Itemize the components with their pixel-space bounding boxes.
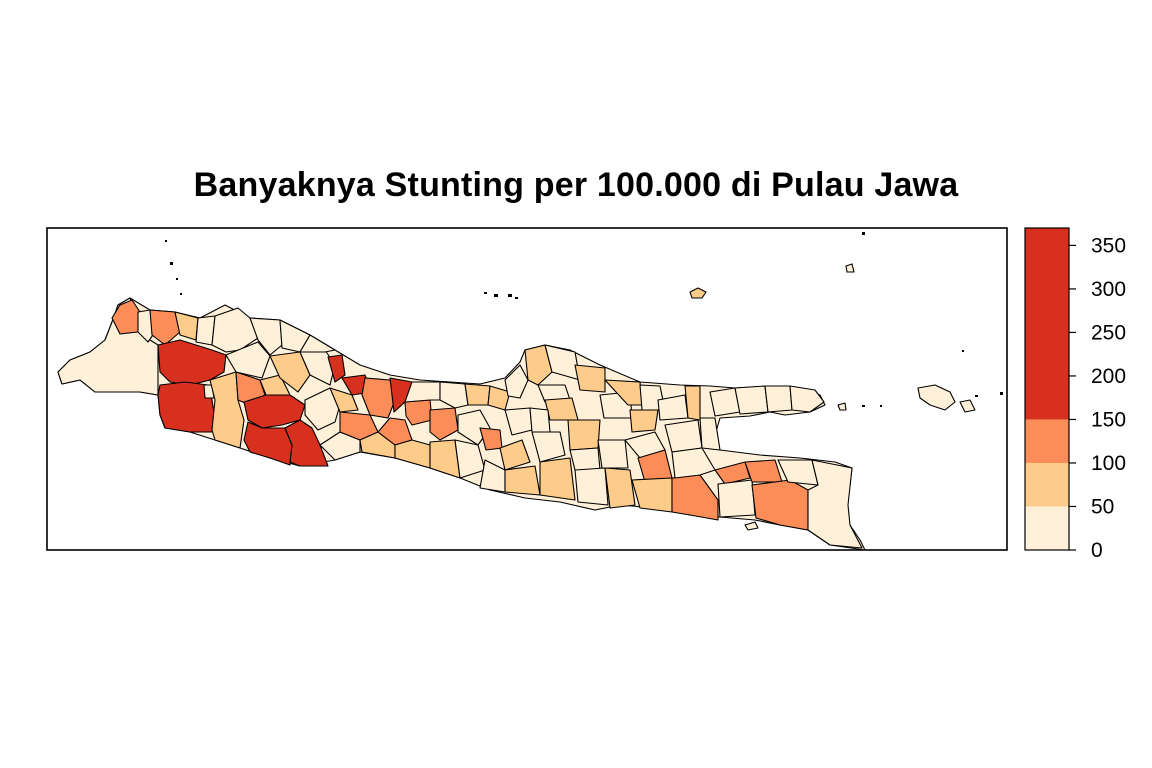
map-frame — [46, 227, 1008, 551]
region — [531, 431, 566, 463]
legend-tick-label: 200 — [1091, 365, 1126, 388]
region — [807, 459, 863, 549]
region — [269, 351, 311, 393]
region — [249, 317, 283, 356]
java-map — [57, 263, 976, 551]
region — [671, 447, 716, 479]
region — [539, 457, 576, 501]
region — [157, 381, 216, 433]
region — [157, 339, 227, 386]
map-title: Banyaknya Stunting per 100.000 di Pulau … — [193, 166, 959, 204]
region — [243, 421, 293, 466]
region — [544, 397, 579, 421]
region — [504, 465, 541, 496]
region — [569, 447, 601, 471]
island — [837, 402, 847, 411]
region — [751, 479, 809, 531]
region — [604, 467, 636, 509]
region — [404, 381, 441, 403]
legend-tick-label: 350 — [1091, 234, 1126, 257]
region — [734, 385, 769, 415]
island — [689, 287, 707, 299]
region — [429, 407, 459, 441]
region — [574, 364, 606, 393]
legend-tick-label: 300 — [1091, 278, 1126, 301]
region — [597, 439, 629, 469]
region — [714, 461, 751, 485]
island — [845, 263, 855, 273]
region — [284, 419, 329, 467]
region — [574, 467, 609, 506]
small-islands — [165, 232, 1003, 407]
region — [567, 419, 601, 451]
region — [225, 341, 271, 379]
region — [684, 385, 701, 421]
region — [504, 364, 529, 399]
region — [377, 417, 413, 446]
region — [329, 387, 359, 413]
region — [319, 431, 361, 461]
region — [327, 354, 346, 383]
legend-frame — [1024, 227, 1070, 551]
island — [744, 521, 759, 531]
region — [657, 394, 689, 421]
region — [499, 439, 531, 471]
region — [699, 417, 721, 451]
legend-tick-label: 100 — [1091, 452, 1126, 475]
region — [149, 309, 181, 346]
legend: 0 50 100 150 200 250 300 350 — [1024, 227, 1126, 562]
island — [917, 384, 956, 411]
region — [464, 383, 491, 406]
region — [529, 407, 551, 433]
region — [629, 409, 659, 433]
region — [211, 307, 259, 353]
region — [404, 399, 433, 426]
region — [524, 344, 553, 386]
legend-tick-label: 50 — [1091, 495, 1114, 518]
region — [789, 385, 825, 413]
legend-bin-2 — [1025, 419, 1069, 463]
island — [959, 399, 976, 413]
region — [394, 439, 431, 469]
region — [764, 385, 793, 413]
legend-tick-label: 0 — [1091, 539, 1103, 562]
region — [744, 459, 783, 483]
legend-tick-label: 250 — [1091, 321, 1126, 344]
legend-bin-0 — [1025, 506, 1069, 550]
region — [439, 381, 469, 409]
legend-tick-label: 150 — [1091, 408, 1126, 431]
region — [664, 419, 703, 453]
region — [717, 479, 756, 518]
region — [299, 334, 336, 353]
legend-bin-1 — [1025, 462, 1069, 507]
legend-bin-3 — [1025, 228, 1069, 420]
